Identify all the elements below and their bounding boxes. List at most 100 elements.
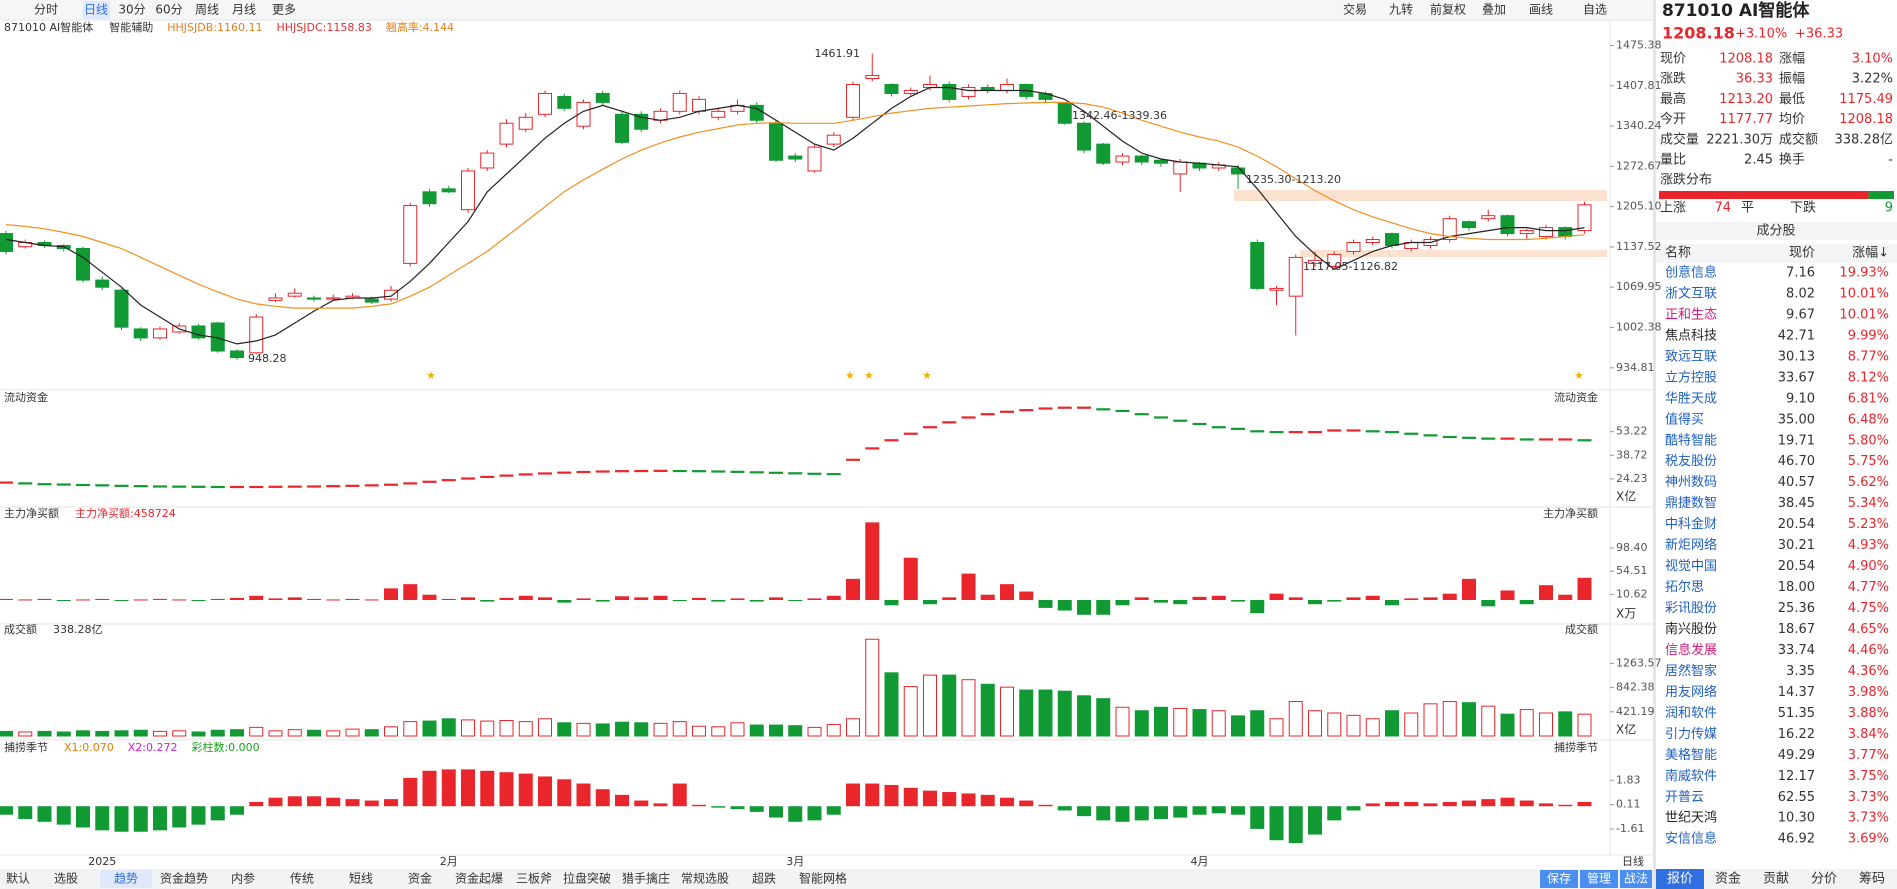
button-bg — [1580, 870, 1618, 888]
side-tab[interactable]: 贡献 — [1763, 872, 1789, 887]
stock-name[interactable]: 彩讯股份 — [1665, 601, 1717, 616]
annotation: 1342.46-1339.36 — [1072, 109, 1167, 122]
side-tab[interactable]: 分价 — [1811, 872, 1837, 887]
tab[interactable]: 智能网格 — [799, 871, 847, 886]
toolbar-button[interactable]: 月线 — [232, 3, 256, 17]
toolbar-button[interactable]: 30分 — [118, 3, 145, 17]
candle-body — [1385, 233, 1399, 246]
stock-name[interactable]: 南威软件 — [1665, 768, 1717, 784]
side-tab[interactable]: 报价 — [1667, 872, 1693, 887]
annotation: 1461.91 — [815, 47, 861, 60]
flow-dash — [1019, 409, 1034, 412]
bar — [56, 806, 71, 825]
side-tab[interactable]: 资金 — [1715, 871, 1741, 887]
candle-body — [1365, 239, 1380, 244]
stock-name[interactable]: 南兴股份 — [1665, 621, 1717, 637]
column-header: 现价 — [1789, 246, 1815, 261]
stock-name[interactable]: 润和软件 — [1665, 706, 1717, 721]
stock-name[interactable]: 值得买 — [1665, 411, 1704, 427]
volume-bar — [769, 724, 783, 737]
flow-dash — [191, 485, 206, 488]
toolbar-button[interactable]: 更多 — [272, 3, 296, 17]
tab[interactable]: 三板斧 — [516, 872, 552, 886]
stock-name[interactable]: 神州数码 — [1665, 475, 1717, 490]
stock-name[interactable]: 浙文互联 — [1665, 286, 1717, 301]
toolbar-button[interactable]: 交易 — [1343, 2, 1367, 17]
bar — [557, 779, 572, 807]
toolbar-button[interactable]: 叠加 — [1482, 3, 1506, 17]
toolbar-button[interactable]: 日线 — [84, 3, 108, 17]
toolbar-button[interactable]: 周线 — [195, 3, 219, 17]
tab[interactable]: 资金起爆 — [455, 871, 503, 886]
bar — [1173, 806, 1188, 818]
tab[interactable]: 默认 — [6, 871, 30, 886]
stock-name[interactable]: 开普云 — [1665, 790, 1704, 805]
stock-name[interactable]: 焦点科技 — [1665, 328, 1717, 343]
legend-item: HHJSJDB:1160.11 — [167, 21, 262, 34]
toolbar-button[interactable]: 自选 — [1583, 3, 1607, 17]
stock-price: 46.92 — [1778, 832, 1815, 847]
bar — [307, 598, 321, 600]
stock-name[interactable]: 拓尔思 — [1665, 580, 1704, 595]
tab[interactable]: 选股 — [54, 872, 78, 886]
candle-body — [1519, 230, 1534, 235]
tab[interactable]: 常规选股 — [681, 871, 729, 886]
toolbar-button[interactable]: 前复权 — [1430, 2, 1466, 17]
stock-name[interactable]: 用友网络 — [1665, 684, 1717, 700]
stock-name[interactable]: 视觉中国 — [1665, 559, 1717, 574]
bar — [76, 806, 90, 828]
bar — [1327, 806, 1342, 821]
toolbar-button[interactable]: 九转 — [1389, 2, 1413, 17]
button[interactable]: 保存 — [1547, 872, 1571, 886]
button[interactable]: 战法 — [1624, 872, 1648, 886]
toolbar-button[interactable]: 画线 — [1529, 3, 1553, 17]
toolbar-button[interactable]: 分时 — [34, 3, 58, 17]
stock-name[interactable]: 居然智家 — [1665, 663, 1717, 679]
quote-label: 涨幅 — [1779, 52, 1805, 67]
bar — [980, 594, 995, 600]
stock-name[interactable]: 酷特智能 — [1665, 433, 1717, 448]
stock-name[interactable]: 世纪天鸿 — [1665, 810, 1717, 826]
flow-dash — [1192, 422, 1207, 426]
stock-name[interactable]: 安信信息 — [1665, 831, 1717, 847]
tab[interactable]: 资金趋势 — [160, 871, 208, 886]
stock-name[interactable]: 信息发展 — [1665, 642, 1717, 658]
bar — [826, 595, 841, 600]
stock-name[interactable]: 鼎捷数智 — [1665, 496, 1717, 511]
flow-dash — [1442, 435, 1457, 439]
tab[interactable]: 传统 — [290, 871, 314, 886]
active-tab-bg — [100, 870, 152, 888]
stock-name[interactable]: 新炬网络 — [1665, 537, 1717, 553]
stock-name[interactable]: 税友股份 — [1665, 453, 1717, 469]
stock-name[interactable]: 致远互联 — [1665, 349, 1717, 364]
flow-dash — [1558, 438, 1573, 441]
volume-bar — [1038, 689, 1053, 737]
tab[interactable]: 趋势 — [114, 872, 138, 886]
candle-body — [384, 289, 398, 300]
stock-name[interactable]: 引力传媒 — [1665, 727, 1717, 742]
flow-dash — [441, 479, 456, 482]
volume-bar — [615, 721, 629, 737]
tab[interactable]: 猎手擒庄 — [622, 871, 670, 886]
panel-title: 871010 AI智能体 — [4, 20, 93, 34]
tab[interactable]: 超跌 — [752, 871, 776, 886]
stock-name[interactable]: 美格智能 — [1665, 747, 1717, 763]
tab[interactable]: 短线 — [349, 872, 373, 886]
tab[interactable]: 资金 — [408, 871, 432, 886]
stock-name[interactable]: 立方控股 — [1665, 369, 1717, 385]
volume-bar — [788, 725, 803, 737]
flow-dash — [653, 469, 668, 472]
stock-name[interactable]: 创意信息 — [1665, 265, 1717, 281]
tab[interactable]: 内参 — [231, 871, 255, 886]
stock-name[interactable]: 华胜天成 — [1665, 391, 1717, 406]
tab[interactable]: 拉盘突破 — [563, 871, 611, 886]
volume-bar — [249, 726, 264, 737]
y-tick-label: 1205.10 — [1616, 200, 1662, 213]
button[interactable]: 管理 — [1587, 871, 1611, 886]
toolbar-button[interactable]: 60分 — [155, 3, 182, 17]
panel-divider — [1653, 0, 1656, 889]
stock-name[interactable]: 中科金财 — [1665, 516, 1717, 532]
stock-name[interactable]: 正和生态 — [1665, 307, 1717, 322]
flow-dash — [230, 485, 244, 489]
side-tab[interactable]: 筹码 — [1859, 871, 1885, 887]
